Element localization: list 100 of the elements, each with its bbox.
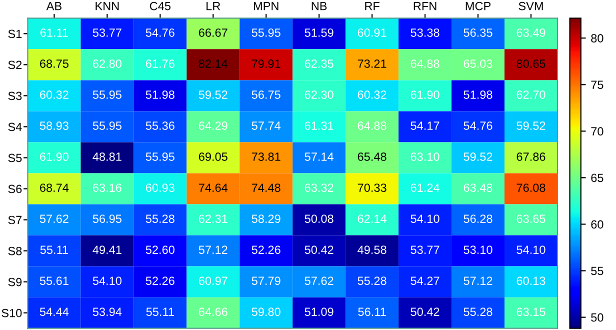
data-label: 64.29 bbox=[198, 122, 228, 130]
color-bar-label: 80 bbox=[591, 34, 604, 42]
data-label: 60.32 bbox=[358, 90, 386, 99]
data-label: 54.10 bbox=[410, 214, 440, 223]
data-label: 73.21 bbox=[358, 59, 386, 68]
data-label: 55.95 bbox=[92, 122, 122, 130]
data-label: 59.52 bbox=[198, 90, 228, 99]
data-label: 50.42 bbox=[304, 246, 334, 254]
data-label: 65.48 bbox=[358, 152, 386, 161]
data-label: 55.28 bbox=[464, 308, 492, 316]
y-tick-label: S4 bbox=[8, 122, 22, 132]
data-label: 61.24 bbox=[410, 184, 440, 192]
color-bar-label: 50 bbox=[591, 313, 604, 322]
y-tick-label: S8 bbox=[8, 246, 22, 256]
data-label: 73.81 bbox=[252, 152, 280, 161]
data-label: 59.52 bbox=[516, 122, 546, 130]
data-label: 82.14 bbox=[198, 59, 228, 68]
data-label: 55.11 bbox=[146, 308, 174, 316]
color-bar-label: 60 bbox=[591, 220, 604, 229]
x-tick-label: MPN bbox=[254, 2, 278, 10]
data-label: 63.32 bbox=[304, 184, 334, 192]
x-tick-label: SVM bbox=[518, 2, 543, 10]
data-label: 64.88 bbox=[410, 59, 440, 68]
data-label: 61.11 bbox=[40, 28, 68, 37]
data-label: 54.27 bbox=[410, 276, 440, 285]
data-label: 51.59 bbox=[304, 28, 334, 37]
data-label: 54.76 bbox=[146, 28, 174, 37]
data-label: 55.36 bbox=[146, 122, 174, 130]
data-label: 53.94 bbox=[92, 308, 122, 316]
color-bar-label: 70 bbox=[591, 127, 604, 136]
data-label: 57.62 bbox=[304, 276, 334, 285]
data-label: 74.48 bbox=[252, 184, 280, 192]
x-tick-label: AB bbox=[46, 2, 62, 10]
data-label: 62.31 bbox=[198, 214, 228, 223]
color-bar-label: 65 bbox=[591, 174, 604, 182]
x-tick-label: NB bbox=[312, 2, 327, 10]
color-bar-label: 75 bbox=[591, 80, 604, 89]
y-tick-label: S3 bbox=[8, 92, 22, 100]
data-label: 49.41 bbox=[92, 246, 122, 254]
y-tick-label: S5 bbox=[8, 154, 22, 162]
data-label: 55.95 bbox=[146, 152, 174, 161]
data-label: 57.62 bbox=[40, 214, 68, 223]
y-tick-label: S10 bbox=[2, 308, 22, 318]
data-label: 60.13 bbox=[516, 276, 546, 285]
data-label: 62.70 bbox=[516, 90, 546, 99]
x-tick-label: RFN bbox=[414, 2, 436, 10]
data-label: 58.29 bbox=[252, 214, 280, 223]
data-label: 62.30 bbox=[304, 90, 334, 99]
y-tick-label: S7 bbox=[8, 216, 22, 224]
data-label: 49.58 bbox=[358, 246, 386, 254]
data-label: 53.77 bbox=[92, 28, 122, 37]
data-label: 59.52 bbox=[464, 152, 492, 161]
x-tick-label: C45 bbox=[150, 2, 170, 10]
data-label: 57.12 bbox=[464, 276, 492, 285]
data-label: 79.91 bbox=[252, 59, 280, 68]
data-label: 63.15 bbox=[516, 308, 546, 316]
data-label: 53.10 bbox=[464, 246, 492, 254]
data-label: 63.65 bbox=[516, 214, 546, 223]
data-label: 68.75 bbox=[40, 59, 68, 68]
data-label: 64.66 bbox=[198, 308, 228, 316]
data-label: 55.28 bbox=[146, 214, 174, 223]
data-label: 61.31 bbox=[304, 122, 334, 130]
data-label: 57.12 bbox=[198, 246, 228, 254]
data-label: 54.44 bbox=[40, 308, 69, 316]
data-label: 56.95 bbox=[92, 214, 122, 223]
data-label: 63.10 bbox=[410, 152, 440, 161]
data-label: 55.11 bbox=[40, 246, 68, 254]
data-label: 52.26 bbox=[146, 276, 174, 285]
x-tick-label: LR bbox=[206, 2, 220, 10]
data-label: 59.80 bbox=[252, 308, 280, 316]
data-label: 62.14 bbox=[358, 214, 386, 223]
color-bar-label: 55 bbox=[591, 266, 604, 276]
data-label: 80.65 bbox=[516, 59, 546, 68]
data-label: 61.90 bbox=[40, 152, 69, 161]
y-tick-label: S9 bbox=[8, 278, 22, 286]
data-label: 52.26 bbox=[252, 246, 280, 254]
data-label: 50.42 bbox=[410, 308, 440, 316]
data-label: 62.80 bbox=[93, 59, 122, 68]
data-label: 70.33 bbox=[358, 184, 386, 192]
data-label: 55.61 bbox=[40, 276, 68, 285]
data-label: 52.60 bbox=[146, 246, 174, 254]
y-tick-label: S1 bbox=[8, 30, 22, 38]
data-label: 74.64 bbox=[198, 184, 228, 192]
data-label: 57.79 bbox=[252, 276, 280, 285]
data-label: 60.97 bbox=[198, 276, 228, 285]
data-label: 55.28 bbox=[358, 276, 386, 285]
data-label: 54.17 bbox=[410, 122, 440, 130]
data-label: 76.08 bbox=[516, 184, 546, 192]
data-label: 69.05 bbox=[198, 152, 228, 161]
data-label: 56.11 bbox=[358, 308, 386, 316]
data-label: 53.77 bbox=[410, 246, 440, 254]
data-label: 63.48 bbox=[464, 184, 492, 192]
data-label: 55.95 bbox=[92, 90, 122, 99]
data-label: 54.10 bbox=[92, 276, 122, 285]
data-label: 57.14 bbox=[304, 152, 334, 161]
data-label: 61.90 bbox=[410, 90, 440, 99]
data-label: 58.93 bbox=[40, 122, 68, 130]
data-label: 60.32 bbox=[40, 90, 68, 99]
data-label: 64.88 bbox=[358, 122, 386, 130]
data-label: 67.86 bbox=[516, 152, 546, 161]
